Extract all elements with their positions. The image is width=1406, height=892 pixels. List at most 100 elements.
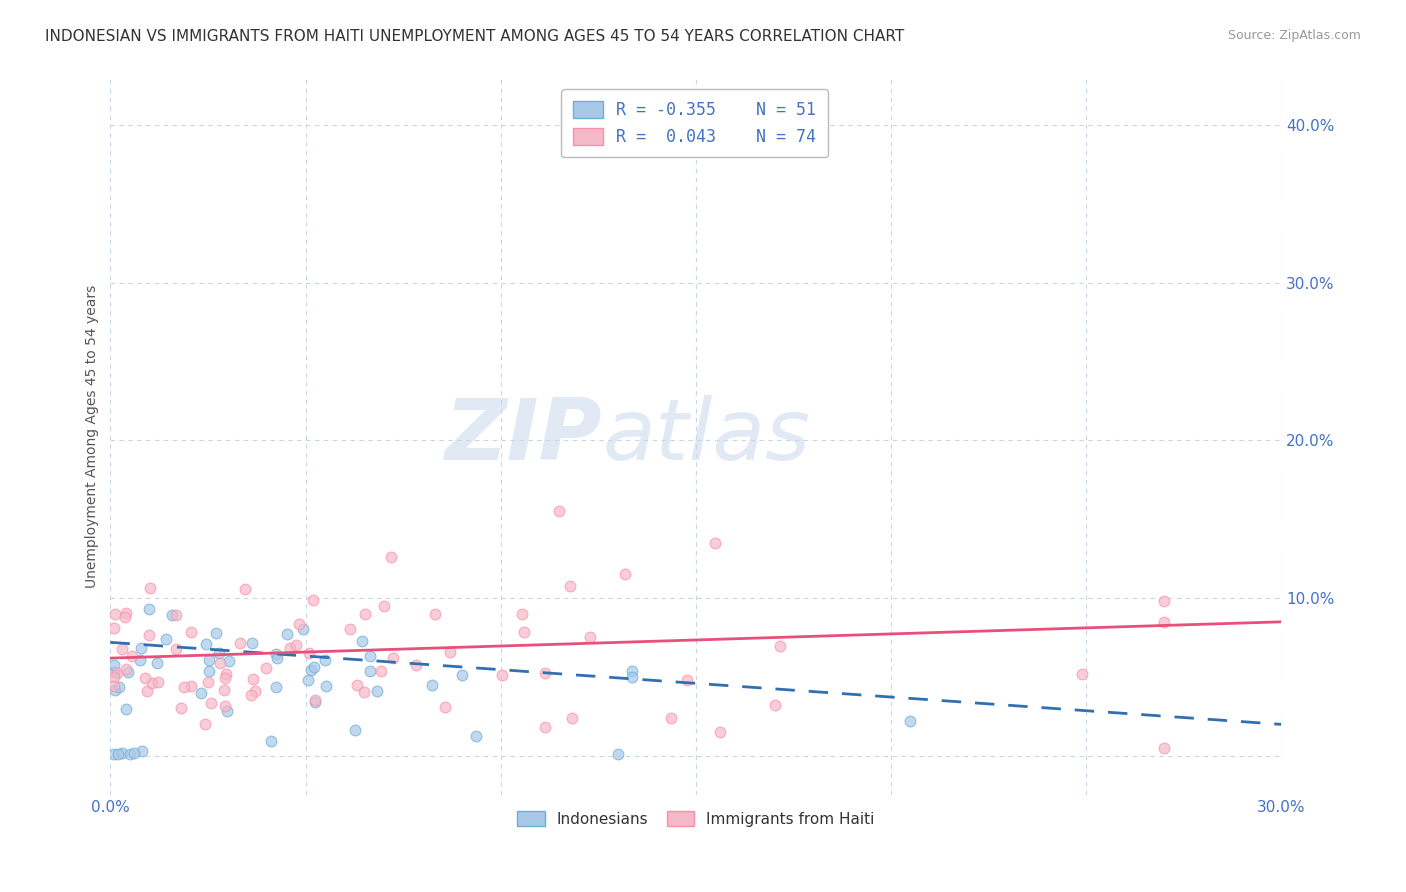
Point — [464, 729, 486, 743]
Point — [115, 701, 138, 715]
Point — [103, 621, 125, 635]
Point — [200, 696, 222, 710]
Point — [103, 679, 125, 693]
Point — [704, 536, 727, 550]
Point — [121, 648, 143, 663]
Point — [117, 665, 139, 679]
Point — [339, 622, 361, 636]
Point — [280, 640, 302, 655]
Legend: Indonesians, Immigrants from Haiti: Indonesians, Immigrants from Haiti — [509, 803, 883, 834]
Point — [560, 579, 582, 593]
Point — [229, 636, 252, 650]
Point — [104, 607, 127, 622]
Point — [898, 714, 921, 729]
Point — [214, 699, 236, 714]
Point — [579, 630, 602, 644]
Point — [118, 747, 141, 762]
Point — [276, 627, 298, 641]
Point — [353, 685, 375, 699]
Point — [548, 504, 571, 518]
Point — [190, 685, 212, 699]
Point — [314, 653, 336, 667]
Point — [288, 617, 311, 632]
Point — [254, 661, 277, 675]
Point — [1153, 615, 1175, 629]
Point — [233, 582, 256, 597]
Point — [264, 647, 287, 661]
Point — [302, 593, 325, 607]
Point — [621, 669, 644, 683]
Point — [763, 698, 786, 712]
Point — [513, 624, 536, 639]
Point — [534, 666, 557, 681]
Point — [512, 607, 534, 622]
Point — [114, 609, 136, 624]
Point — [607, 747, 630, 761]
Point — [675, 673, 697, 687]
Point — [146, 675, 169, 690]
Point — [194, 717, 217, 731]
Point — [218, 654, 240, 668]
Point — [103, 665, 125, 680]
Y-axis label: Unemployment Among Ages 45 to 54 years: Unemployment Among Ages 45 to 54 years — [86, 285, 100, 588]
Point — [195, 637, 218, 651]
Point — [107, 747, 129, 762]
Point — [107, 680, 129, 694]
Point — [561, 710, 583, 724]
Point — [212, 683, 235, 698]
Point — [180, 625, 202, 640]
Point — [138, 602, 160, 616]
Point — [343, 723, 366, 738]
Point — [380, 549, 402, 564]
Point — [146, 656, 169, 670]
Point — [198, 664, 221, 678]
Point — [1153, 594, 1175, 608]
Text: atlas: atlas — [602, 395, 810, 478]
Point — [129, 640, 152, 655]
Point — [205, 625, 228, 640]
Point — [451, 667, 474, 681]
Point — [298, 646, 321, 660]
Point — [198, 653, 221, 667]
Point — [266, 651, 288, 665]
Point — [103, 747, 125, 762]
Point — [180, 680, 202, 694]
Point — [105, 665, 128, 680]
Point — [264, 680, 287, 694]
Point — [243, 683, 266, 698]
Point — [370, 665, 392, 679]
Point — [297, 673, 319, 688]
Point — [439, 645, 461, 659]
Text: INDONESIAN VS IMMIGRANTS FROM HAITI UNEMPLOYMENT AMONG AGES 45 TO 54 YEARS CORRE: INDONESIAN VS IMMIGRANTS FROM HAITI UNEM… — [45, 29, 904, 44]
Point — [359, 649, 381, 664]
Point — [1153, 741, 1175, 756]
Text: Source: ZipAtlas.com: Source: ZipAtlas.com — [1227, 29, 1361, 42]
Point — [208, 646, 231, 660]
Point — [420, 678, 443, 692]
Point — [128, 653, 150, 667]
Point — [115, 662, 138, 676]
Point — [260, 734, 283, 748]
Point — [115, 606, 138, 620]
Point — [302, 660, 325, 674]
Point — [366, 684, 388, 698]
Point — [131, 744, 153, 758]
Point — [214, 671, 236, 685]
Point — [620, 664, 643, 678]
Point — [209, 656, 232, 670]
Point — [709, 724, 731, 739]
Point — [613, 566, 636, 581]
Point — [173, 680, 195, 694]
Point — [491, 668, 513, 682]
Point — [299, 663, 322, 677]
Point — [659, 711, 682, 725]
Point — [103, 670, 125, 684]
Point — [405, 657, 427, 672]
Point — [534, 720, 557, 734]
Point — [155, 632, 177, 646]
Point — [103, 658, 125, 673]
Point — [122, 746, 145, 760]
Point — [353, 607, 375, 621]
Point — [135, 683, 157, 698]
Point — [215, 704, 238, 718]
